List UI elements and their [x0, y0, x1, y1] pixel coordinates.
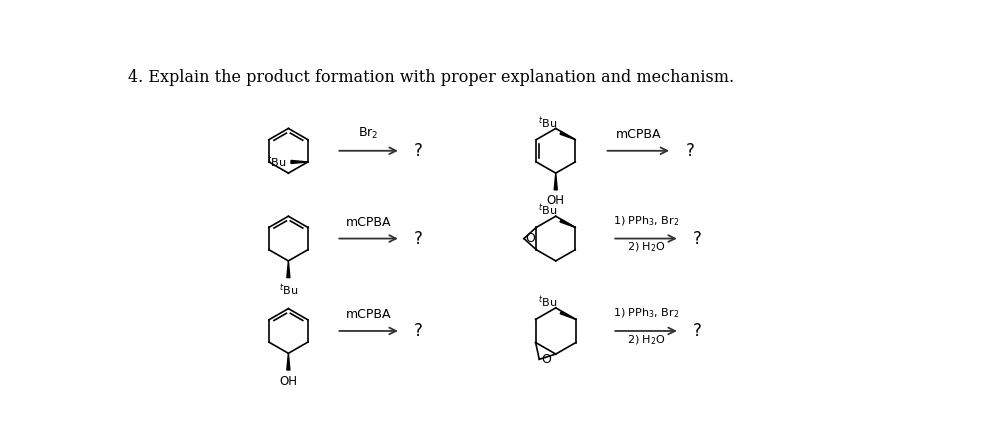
- Text: ?: ?: [693, 229, 702, 248]
- Text: mCPBA: mCPBA: [615, 128, 661, 141]
- Polygon shape: [291, 160, 308, 164]
- Text: 2) H$_2$O: 2) H$_2$O: [627, 241, 665, 254]
- Text: ?: ?: [414, 229, 423, 248]
- Polygon shape: [560, 311, 576, 319]
- Polygon shape: [286, 353, 289, 370]
- Text: mCPBA: mCPBA: [346, 215, 391, 228]
- Text: ?: ?: [693, 322, 702, 340]
- Text: O: O: [541, 353, 551, 366]
- Text: $^t$Bu: $^t$Bu: [539, 203, 558, 218]
- Text: OH: OH: [279, 375, 297, 388]
- Polygon shape: [560, 132, 575, 140]
- Text: ?: ?: [685, 142, 694, 160]
- Text: $^t$Bu: $^t$Bu: [539, 295, 558, 310]
- Text: 2) H$_2$O: 2) H$_2$O: [627, 333, 665, 347]
- Polygon shape: [560, 220, 575, 228]
- Text: ?: ?: [414, 142, 423, 160]
- Text: ?: ?: [414, 322, 423, 340]
- Text: Br$_2$: Br$_2$: [359, 126, 379, 141]
- Text: $^t$Bu: $^t$Bu: [539, 115, 558, 131]
- Polygon shape: [554, 173, 558, 190]
- Text: OH: OH: [547, 194, 565, 207]
- Text: 1) PPh$_3$, Br$_2$: 1) PPh$_3$, Br$_2$: [613, 214, 679, 228]
- Text: 4. Explain the product formation with proper explanation and mechanism.: 4. Explain the product formation with pr…: [128, 69, 734, 86]
- Text: O: O: [526, 232, 536, 245]
- Text: $^t$Bu: $^t$Bu: [278, 282, 298, 298]
- Text: mCPBA: mCPBA: [346, 308, 391, 321]
- Polygon shape: [286, 261, 289, 278]
- Text: $^t$Bu: $^t$Bu: [267, 154, 286, 170]
- Text: 1) PPh$_3$, Br$_2$: 1) PPh$_3$, Br$_2$: [613, 306, 679, 320]
